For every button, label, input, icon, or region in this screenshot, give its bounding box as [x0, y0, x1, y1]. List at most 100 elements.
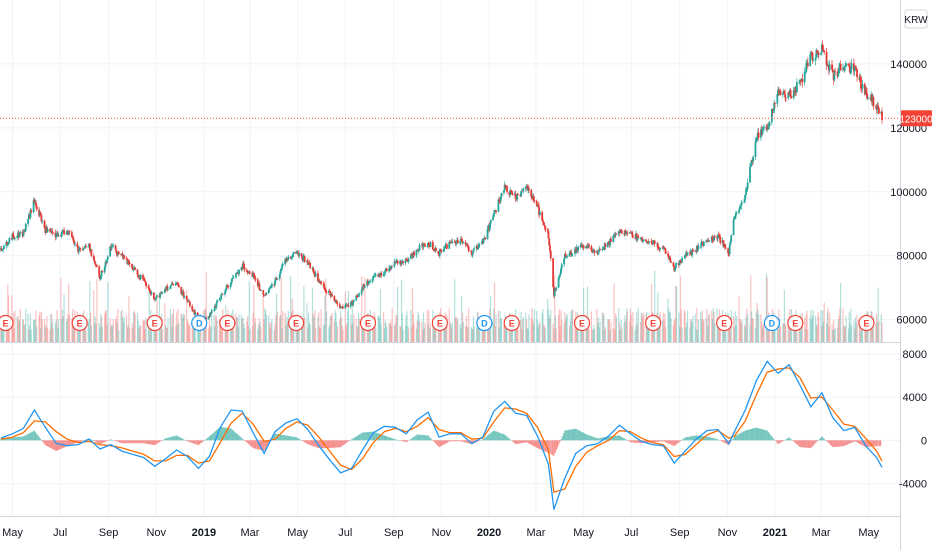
volume-bar — [2, 320, 4, 342]
volume-bar — [29, 313, 32, 342]
price-candles[interactable] — [0, 40, 883, 322]
volume-bar — [561, 319, 563, 342]
macd-histogram-bar — [77, 440, 79, 443]
volume-bar — [329, 316, 332, 342]
candle-body — [821, 44, 824, 51]
volume-bar — [188, 326, 190, 342]
macd-histogram-bar — [505, 435, 507, 441]
macd-histogram-bar — [21, 436, 23, 441]
time-tick-label: Nov — [718, 527, 738, 539]
macd-histogram-bar — [38, 437, 40, 441]
volume-bar — [350, 314, 352, 342]
volume-bar — [57, 327, 59, 342]
volume-bar — [30, 329, 32, 342]
volume-bar — [519, 319, 521, 342]
macd-histogram-bar — [115, 440, 117, 442]
macd-histogram-bar — [10, 437, 12, 441]
volume-bar — [869, 329, 871, 342]
event-marker-earnings[interactable]: E — [858, 314, 875, 332]
macd-histogram-bar — [439, 440, 441, 447]
event-marker-dividend[interactable]: D — [191, 314, 208, 332]
macd-histogram-bar — [843, 440, 845, 447]
event-label: E — [77, 319, 83, 329]
macd-histogram-bar — [592, 436, 594, 441]
event-marker-earnings[interactable]: E — [71, 314, 88, 332]
candle-body — [72, 237, 75, 242]
macd-histogram-bar — [361, 432, 364, 441]
macd-histogram-bar — [132, 440, 134, 444]
candle-body — [542, 222, 545, 225]
volume-bar — [800, 323, 803, 342]
price-tick-label: 60000 — [896, 315, 927, 327]
volume-bar — [165, 325, 167, 342]
macd-histogram-bar — [442, 440, 444, 446]
event-marker-dividend[interactable]: D — [476, 314, 493, 332]
volume-bar — [65, 321, 68, 342]
volume-bar — [176, 324, 178, 342]
event-label: E — [650, 319, 656, 329]
macd-histogram-bar — [559, 440, 561, 442]
macd-histogram-bar — [502, 434, 505, 441]
macd-histogram-bar — [426, 435, 428, 441]
macd-histogram-bar — [291, 436, 293, 441]
candle-body — [287, 256, 290, 260]
candle-body — [745, 188, 747, 195]
macd-histogram-bar — [247, 440, 249, 444]
candle-body — [516, 194, 519, 200]
macd-histogram-bar — [583, 433, 585, 441]
volume-bar — [85, 329, 87, 342]
event-marker-earnings[interactable]: E — [146, 314, 163, 332]
event-marker-dividend[interactable]: D — [763, 314, 780, 332]
macd-histogram-bar — [839, 440, 841, 447]
candle-body — [713, 236, 715, 241]
event-marker-earnings[interactable]: E — [645, 314, 662, 332]
candle-body — [563, 258, 565, 265]
event-marker-earnings[interactable]: E — [431, 314, 448, 332]
macd-histogram-bar — [399, 440, 401, 441]
volume-bar — [522, 316, 525, 342]
candle-body — [492, 216, 494, 220]
candle-body — [63, 230, 65, 235]
macd-histogram-bar — [374, 431, 376, 441]
event-marker-earnings[interactable]: E — [573, 314, 591, 332]
volume-bar — [252, 312, 254, 342]
volume-bar — [517, 319, 519, 342]
candle-body — [763, 126, 765, 128]
macd-histogram-bar — [788, 437, 790, 441]
event-marker-earnings[interactable]: E — [219, 314, 236, 332]
event-marker-earnings[interactable]: E — [287, 314, 305, 332]
macd-histogram-bar — [722, 440, 724, 442]
volume-bar — [11, 317, 14, 342]
candle-body — [172, 284, 175, 286]
candle-body — [153, 292, 155, 299]
event-marker-earnings[interactable]: E — [359, 314, 377, 332]
macd-histogram-bar — [431, 439, 433, 441]
currency-badge[interactable]: KRW — [904, 9, 928, 29]
time-axis[interactable]: May Jul Sep Nov 2019 Mar May Jul Sep Nov 2020 Mar Ma… — [2, 527, 880, 539]
macd-histogram-bar — [858, 440, 861, 444]
volume-bar — [236, 317, 238, 342]
candle-body — [587, 244, 590, 248]
candle-body — [383, 273, 386, 275]
candle-body — [24, 230, 26, 232]
event-marker-earnings[interactable]: E — [716, 314, 733, 332]
volume-bar — [521, 329, 523, 342]
candle-body — [564, 254, 567, 258]
event-marker-earnings[interactable]: E — [503, 314, 520, 332]
volume-bar — [640, 312, 643, 342]
volume-bar — [331, 312, 333, 342]
event-marker-earnings[interactable]: E — [787, 314, 804, 332]
macd-histogram-bar — [560, 439, 562, 441]
event-marker-earnings[interactable]: E — [0, 314, 14, 332]
volume-bar — [823, 302, 825, 342]
candle-body — [331, 294, 333, 297]
event-label: D — [481, 319, 488, 329]
macd-histogram-bar — [718, 439, 720, 441]
candle-body — [280, 268, 283, 272]
candle-body — [169, 286, 172, 290]
macd-histogram-bar — [662, 440, 664, 442]
